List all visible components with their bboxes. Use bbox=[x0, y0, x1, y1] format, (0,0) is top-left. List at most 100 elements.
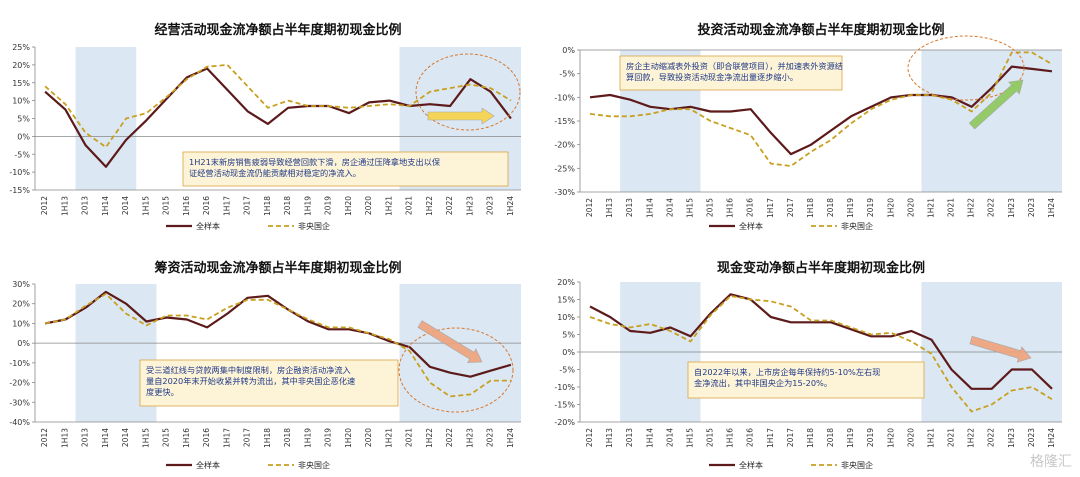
x-tick-label: 2013 bbox=[81, 428, 90, 447]
y-tick-label: 0% bbox=[562, 46, 575, 55]
annotation-box bbox=[182, 151, 509, 187]
chart-investing-cashflow: 投资活动现金流净额占半年度期初现金比例 -30% -25% -20% -15% -10% -… bbox=[554, 22, 1062, 231]
x-tick-label: 1H23 bbox=[1007, 198, 1016, 218]
x-tick-label: 2023 bbox=[1027, 198, 1036, 217]
x-tick-label: 1H13 bbox=[60, 428, 69, 448]
x-tick-label: 2019 bbox=[324, 196, 333, 215]
y-tick-label: 0% bbox=[17, 132, 30, 141]
y-tick-label: 25% bbox=[12, 43, 30, 52]
x-tick-label: 2017 bbox=[243, 196, 252, 215]
x-tick-label: 2023 bbox=[1027, 428, 1036, 447]
y-tick-label: 20% bbox=[12, 61, 30, 70]
x-tick-label: 2017 bbox=[786, 198, 795, 217]
x-tick-label: 1H17 bbox=[766, 198, 775, 218]
x-tick-label: 1H14 bbox=[645, 198, 654, 218]
x-tick-label: 1H24 bbox=[1047, 428, 1056, 448]
x-tick-label: 1H17 bbox=[766, 428, 775, 448]
series-line-quanyangben bbox=[44, 67, 512, 168]
y-tick-label: -10% bbox=[554, 93, 575, 102]
y-tick-label: 5% bbox=[562, 331, 575, 340]
annotation-text: 房企主动缩减表外投资（即合联营项目），并加速表外资源结算回款，导致投资活动现金净… bbox=[626, 61, 843, 82]
y-tick-label: -10% bbox=[9, 359, 30, 368]
x-tick-label: 1H14 bbox=[645, 428, 654, 448]
y-tick-label: -20% bbox=[9, 379, 30, 388]
legend-label-quanyangben: 全样本 bbox=[196, 221, 220, 231]
x-tick-label: 1H16 bbox=[182, 428, 191, 448]
legend-label-feiyangguoqi: 非央国企 bbox=[298, 460, 330, 470]
x-tick-label: 1H22 bbox=[967, 428, 976, 448]
annotation-text: 1H21末新房销售疲弱导致经营回款下滑，房企通过压降拿地支出以保证经营活动现金流… bbox=[189, 157, 441, 178]
legend-label-quanyangben: 全样本 bbox=[196, 460, 220, 470]
y-tick-label: 15% bbox=[557, 296, 575, 305]
x-tick-label: 1H19 bbox=[846, 198, 855, 218]
x-tick-label: 1H21 bbox=[926, 428, 935, 448]
highlight-ellipse bbox=[398, 327, 514, 413]
trend-arrow bbox=[968, 79, 1024, 130]
x-tick-label: 2016 bbox=[202, 428, 211, 447]
x-tick-label: 2020 bbox=[364, 196, 373, 215]
x-tick-label: 1H22 bbox=[425, 196, 434, 216]
chart-net-cash-change: 现金变动净额占半年度期初现金比例 -20% -15% -10% -5% 0% 5% 10% 15… bbox=[554, 260, 1062, 470]
x-tick-label: 2017 bbox=[786, 428, 795, 447]
x-tick-label: 2023 bbox=[486, 196, 495, 215]
x-tick-label: 2022 bbox=[445, 428, 454, 447]
watermark: 格隆汇 bbox=[1030, 454, 1072, 470]
x-tick-label: 2014 bbox=[665, 198, 674, 217]
x-tick-label: 1H23 bbox=[465, 428, 474, 448]
x-tick-label: 2012 bbox=[585, 198, 594, 217]
annotation-box bbox=[619, 55, 843, 91]
x-tick-label: 2020 bbox=[906, 198, 915, 217]
y-tick-label: -15% bbox=[9, 186, 30, 195]
annotation-text: 受三道红线与贷款两集中制度限制，房企融资活动净流入量自2020年末开始收紧并转为… bbox=[146, 365, 355, 397]
series-line-feiyangguoqi bbox=[589, 51, 1053, 167]
x-tick-label: 2019 bbox=[324, 428, 333, 447]
chart-title: 投资活动现金流净额占半年度期初现金比例 bbox=[697, 22, 944, 38]
x-tick-label: 2016 bbox=[746, 198, 755, 217]
x-tick-label: 2012 bbox=[40, 428, 49, 447]
legend-label-feiyangguoqi: 非央国企 bbox=[841, 460, 873, 470]
x-tick-label: 1H24 bbox=[506, 196, 515, 216]
x-tick-label: 1H13 bbox=[60, 196, 69, 216]
chart-title: 筹资活动现金流净额占半年度期初现金比例 bbox=[154, 260, 401, 276]
x-tick-label: 2013 bbox=[625, 428, 634, 447]
x-tick-label: 1H13 bbox=[605, 198, 614, 218]
x-tick-label: 1H15 bbox=[141, 196, 150, 216]
x-tick-label: 1H20 bbox=[344, 196, 353, 216]
x-tick-label: 2021 bbox=[405, 196, 414, 215]
x-tick-label: 1H18 bbox=[263, 428, 272, 448]
x-tick-label: 2023 bbox=[486, 428, 495, 447]
x-tick-label: 2015 bbox=[706, 198, 715, 217]
y-tick-label: 10% bbox=[557, 313, 575, 322]
y-tick-label: 10% bbox=[12, 319, 30, 328]
y-tick-label: -5% bbox=[14, 150, 30, 159]
x-tick-label: 2018 bbox=[826, 428, 835, 447]
y-tick-label: 0% bbox=[562, 348, 575, 357]
y-tick-label: 0% bbox=[17, 339, 30, 348]
x-tick-label: 1H19 bbox=[303, 428, 312, 448]
legend-label-feiyangguoqi: 非央国企 bbox=[298, 221, 330, 231]
x-tick-label: 1H19 bbox=[846, 428, 855, 448]
x-tick-label: 2021 bbox=[947, 198, 956, 217]
x-tick-label: 1H22 bbox=[967, 198, 976, 218]
trend-arrow bbox=[427, 107, 495, 125]
x-tick-label: 2013 bbox=[625, 198, 634, 217]
x-tick-label: 1H14 bbox=[101, 428, 110, 448]
series-line-quanyangben bbox=[589, 65, 1053, 156]
x-tick-label: 2015 bbox=[706, 428, 715, 447]
trend-arrow bbox=[417, 320, 483, 363]
x-tick-label: 1H18 bbox=[263, 196, 272, 216]
series-line-quanyangben bbox=[44, 290, 512, 378]
y-tick-label: -15% bbox=[554, 117, 575, 126]
y-tick-label: -5% bbox=[559, 70, 575, 79]
x-tick-label: 2014 bbox=[121, 428, 130, 447]
x-tick-label: 2013 bbox=[81, 196, 90, 215]
x-tick-label: 2015 bbox=[162, 428, 171, 447]
x-tick-label: 1H13 bbox=[605, 428, 614, 448]
x-tick-label: 1H17 bbox=[222, 196, 231, 216]
x-tick-label: 1H15 bbox=[141, 428, 150, 448]
x-tick-label: 2015 bbox=[162, 196, 171, 215]
x-tick-label: 2016 bbox=[202, 196, 211, 215]
x-tick-label: 2016 bbox=[746, 428, 755, 447]
x-tick-label: 1H19 bbox=[303, 196, 312, 216]
